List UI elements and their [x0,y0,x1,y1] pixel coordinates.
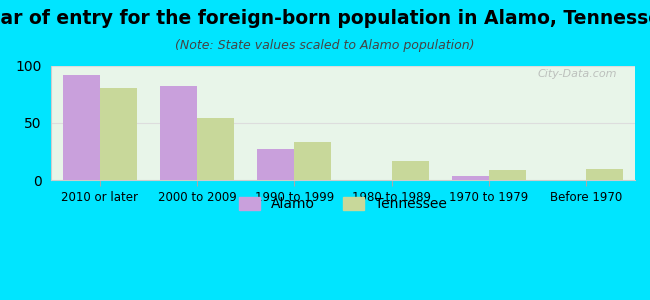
Bar [294,142,332,180]
Bar [99,88,136,180]
Bar [392,161,429,180]
Text: (Note: State values scaled to Alamo population): (Note: State values scaled to Alamo popu… [176,39,474,52]
Bar [257,149,294,180]
Legend: Alamo, Tennessee: Alamo, Tennessee [234,192,452,217]
Bar [160,86,197,180]
Bar [489,170,526,180]
Bar [452,176,489,180]
Bar [63,75,99,180]
Bar [586,169,623,180]
Text: Year of entry for the foreign-born population in Alamo, Tennessee: Year of entry for the foreign-born popul… [0,9,650,28]
Text: City-Data.com: City-Data.com [538,69,617,79]
Bar [197,118,234,180]
